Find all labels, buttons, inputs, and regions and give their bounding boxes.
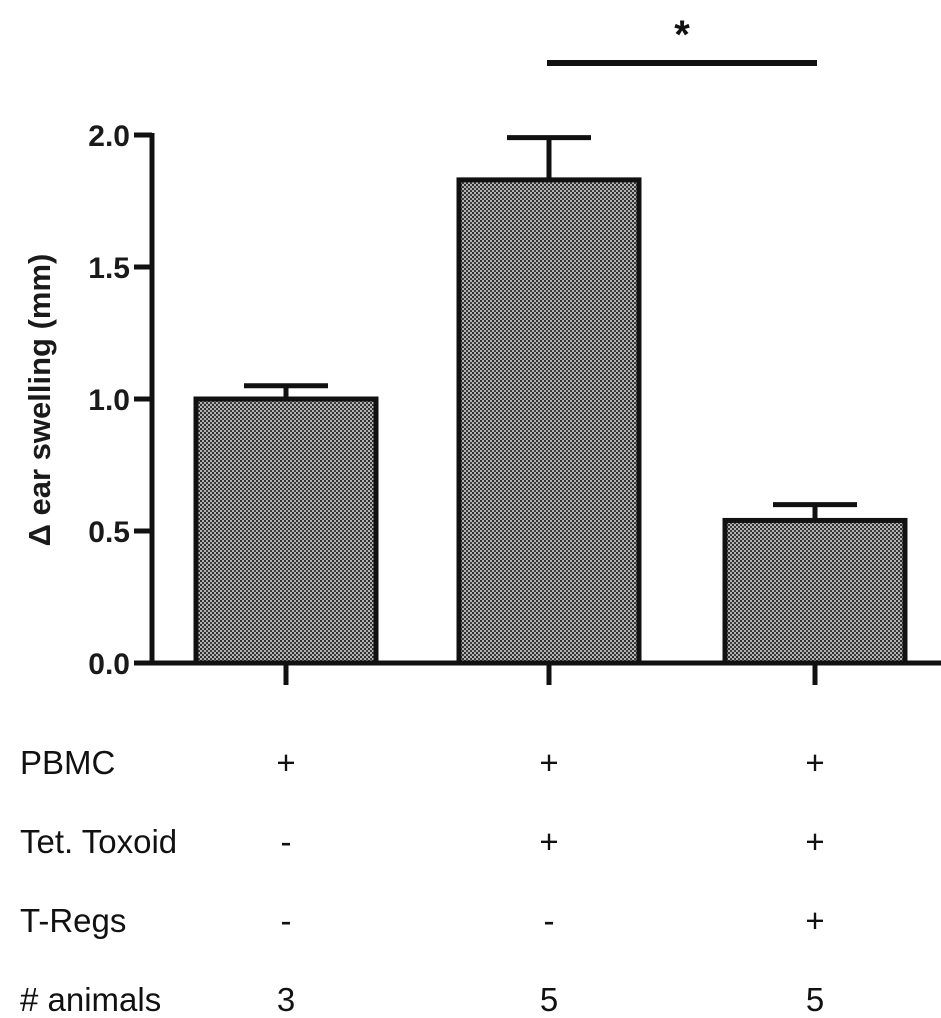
condition-label: Tet. Toxoid xyxy=(20,823,177,860)
y-axis-ticks: 0.0 0.5 1.0 1.5 2.0 xyxy=(88,120,152,681)
significance-bracket: * xyxy=(547,13,817,66)
condition-value: + xyxy=(276,744,295,781)
condition-label: PBMC xyxy=(20,744,115,781)
condition-value: + xyxy=(805,902,824,939)
condition-value: - xyxy=(544,902,555,939)
bar xyxy=(722,517,908,666)
y-tick-label: 2.0 xyxy=(88,120,130,153)
condition-value: + xyxy=(539,823,558,860)
y-tick-label: 0.0 xyxy=(88,648,130,681)
bar xyxy=(456,177,642,666)
condition-value: - xyxy=(281,902,292,939)
y-tick-label: 1.0 xyxy=(88,384,130,417)
condition-label: # animals xyxy=(20,981,161,1018)
bar xyxy=(193,396,379,666)
condition-label: T-Regs xyxy=(20,902,126,939)
significance-star: * xyxy=(674,13,690,57)
y-axis-label: Δ ear swelling (mm) xyxy=(22,254,57,547)
condition-value: - xyxy=(281,823,292,860)
condition-value: 5 xyxy=(540,981,558,1018)
condition-value: + xyxy=(805,823,824,860)
condition-value: 3 xyxy=(277,981,295,1018)
condition-value: + xyxy=(539,744,558,781)
condition-value: + xyxy=(805,744,824,781)
x-axis-ticks xyxy=(283,663,818,685)
bars xyxy=(193,177,908,666)
condition-value: 5 xyxy=(806,981,824,1018)
y-tick-label: 0.5 xyxy=(88,516,130,549)
error-bars xyxy=(244,135,857,521)
condition-table: PBMC + + + Tet. Toxoid - + + T-Regs - - + # animals 3… xyxy=(20,744,825,1018)
y-tick-label: 1.5 xyxy=(88,252,130,285)
